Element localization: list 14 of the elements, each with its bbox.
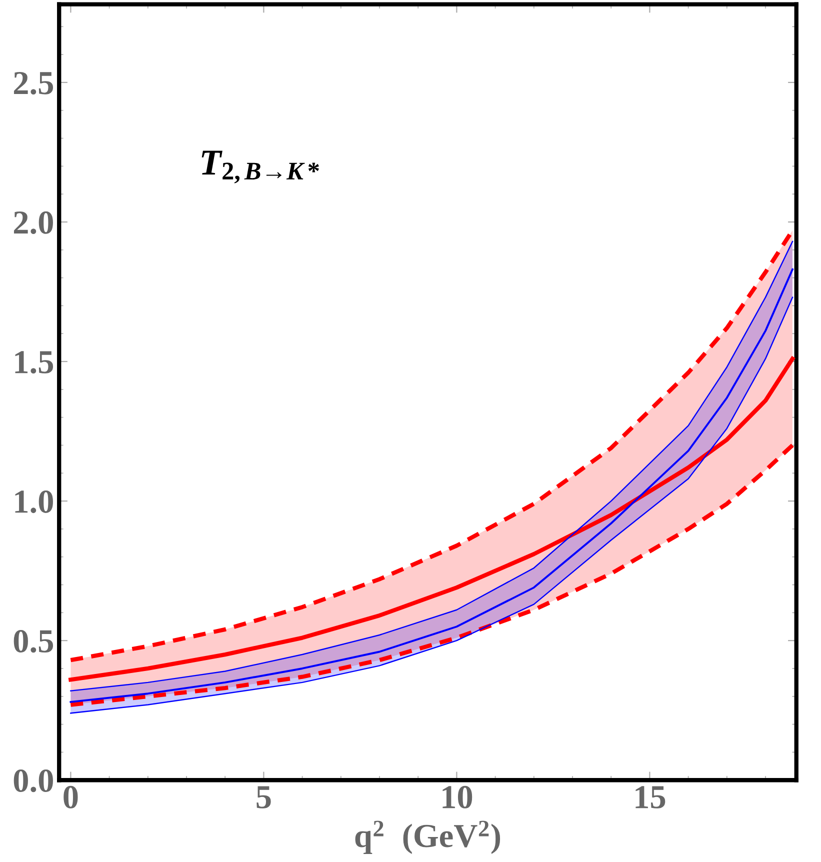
x-tick-label: 10 xyxy=(442,786,472,808)
x-tick-label: 5 xyxy=(256,786,271,808)
x-axis-title: q$^{2}$ (GeV$^{2}$) xyxy=(355,820,500,854)
line-series xyxy=(68,356,795,682)
line-series xyxy=(68,443,795,707)
y-tick-label: 2.5 xyxy=(14,72,54,94)
y-tick-label: 0.5 xyxy=(14,630,54,653)
annotation: T$_{2,B→K*}$ xyxy=(202,150,319,184)
x-tick-label: 0 xyxy=(64,786,78,808)
y-tick-label: 1.5 xyxy=(15,351,54,374)
y-tick-label: 0.0 xyxy=(14,770,53,792)
y-tick-label: 2.0 xyxy=(14,211,53,234)
x-tick-label: 15 xyxy=(636,786,666,808)
y-tick-label: 1.0 xyxy=(15,490,53,514)
